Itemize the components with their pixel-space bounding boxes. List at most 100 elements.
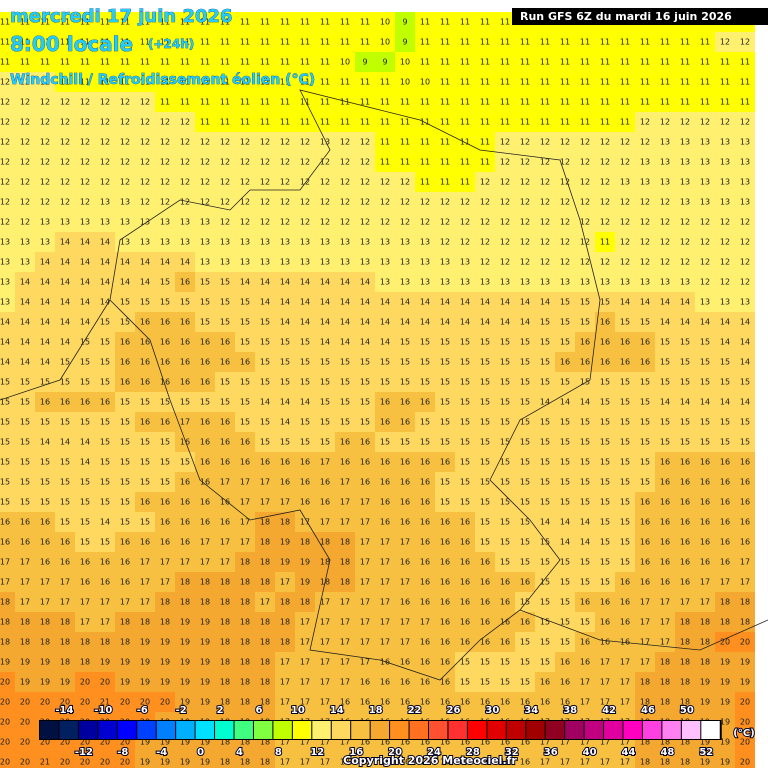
cell-value: 15 bbox=[520, 338, 530, 347]
legend-label: 34 bbox=[524, 705, 538, 716]
cell-value: 12 bbox=[480, 238, 490, 247]
cell-value: 12 bbox=[240, 158, 250, 167]
cell-fill bbox=[255, 172, 275, 192]
cell-value: 16 bbox=[400, 558, 410, 567]
cell-value: 12 bbox=[740, 278, 750, 287]
cell-value: 16 bbox=[180, 378, 190, 387]
cell-fill bbox=[435, 52, 455, 72]
cell-value: 12 bbox=[220, 218, 230, 227]
cell-fill bbox=[515, 212, 535, 232]
cell-fill bbox=[15, 412, 35, 432]
cell-value: 15 bbox=[480, 678, 490, 687]
cell-value: 14 bbox=[40, 318, 50, 327]
cell-fill bbox=[315, 532, 335, 552]
cell-value: 12 bbox=[240, 138, 250, 147]
cell-value: 18 bbox=[220, 618, 230, 627]
cell-value: 14 bbox=[680, 318, 690, 327]
legend-label: 12 bbox=[310, 747, 324, 758]
cell-value: 17 bbox=[120, 598, 130, 607]
cell-fill bbox=[155, 312, 175, 332]
cell-fill bbox=[635, 72, 655, 92]
cell-fill bbox=[0, 372, 15, 392]
cell-fill bbox=[675, 372, 695, 392]
cell-value: 17 bbox=[600, 658, 610, 667]
cell-fill bbox=[295, 252, 315, 272]
cell-fill bbox=[635, 252, 655, 272]
cell-fill bbox=[95, 72, 115, 92]
cell-value: 15 bbox=[660, 338, 670, 347]
cell-fill bbox=[515, 472, 535, 492]
cell-value: 16 bbox=[480, 598, 490, 607]
cell-value: 15 bbox=[40, 418, 50, 427]
cell-value: 14 bbox=[280, 398, 290, 407]
cell-value: 15 bbox=[500, 478, 510, 487]
cell-fill bbox=[475, 512, 495, 532]
cell-value: 16 bbox=[420, 458, 430, 467]
cell-fill bbox=[315, 392, 335, 412]
cell-fill bbox=[655, 152, 675, 172]
cell-value: 11 bbox=[340, 38, 350, 47]
cell-value: 11 bbox=[260, 58, 270, 67]
cell-value: 16 bbox=[500, 598, 510, 607]
cell-fill bbox=[295, 92, 315, 112]
cell-value: 16 bbox=[580, 338, 590, 347]
cell-fill bbox=[615, 92, 635, 112]
cell-value: 19 bbox=[60, 678, 70, 687]
cell-value: 12 bbox=[580, 258, 590, 267]
cell-value: 16 bbox=[80, 578, 90, 587]
cell-fill bbox=[415, 12, 435, 32]
cell-fill bbox=[355, 232, 375, 252]
cell-fill bbox=[175, 52, 195, 72]
cell-value: 15 bbox=[500, 538, 510, 547]
cell-value: 14 bbox=[380, 338, 390, 347]
cell-fill bbox=[515, 492, 535, 512]
cell-fill bbox=[695, 52, 715, 72]
cell-fill bbox=[235, 352, 255, 372]
cell-fill bbox=[215, 332, 235, 352]
cell-fill bbox=[635, 152, 655, 172]
cell-value: 16 bbox=[280, 458, 290, 467]
cell-value: 17 bbox=[40, 598, 50, 607]
cell-fill bbox=[575, 232, 595, 252]
cell-fill bbox=[75, 212, 95, 232]
cell-value: 14 bbox=[80, 438, 90, 447]
cell-fill bbox=[275, 292, 295, 312]
cell-fill bbox=[595, 512, 615, 532]
cell-value: 15 bbox=[600, 478, 610, 487]
cell-fill bbox=[35, 352, 55, 372]
cell-value: 17 bbox=[60, 578, 70, 587]
cell-value: 16 bbox=[640, 538, 650, 547]
cell-value: 16 bbox=[400, 518, 410, 527]
cell-fill bbox=[55, 192, 75, 212]
cell-value: 11 bbox=[440, 18, 450, 27]
cell-fill bbox=[615, 372, 635, 392]
cell-fill bbox=[55, 532, 75, 552]
cell-value: 12 bbox=[20, 218, 30, 227]
legend-swatch bbox=[390, 721, 409, 739]
cell-value: 12 bbox=[60, 138, 70, 147]
cell-value: 11 bbox=[320, 58, 330, 67]
cell-value: 16 bbox=[220, 518, 230, 527]
cell-fill bbox=[615, 352, 635, 372]
cell-fill bbox=[415, 32, 435, 52]
cell-value: 17 bbox=[160, 558, 170, 567]
cell-value: 17 bbox=[320, 518, 330, 527]
cell-fill bbox=[15, 192, 35, 212]
cell-value: 15 bbox=[480, 458, 490, 467]
cell-fill bbox=[615, 292, 635, 312]
cell-value: 16 bbox=[220, 498, 230, 507]
cell-fill bbox=[515, 412, 535, 432]
cell-fill bbox=[155, 412, 175, 432]
legend-swatch bbox=[273, 721, 292, 739]
cell-value: 13 bbox=[360, 238, 370, 247]
cell-fill bbox=[75, 512, 95, 532]
cell-value: 15 bbox=[280, 358, 290, 367]
cell-fill bbox=[335, 112, 355, 132]
legend-swatch bbox=[59, 721, 78, 739]
cell-value: 13 bbox=[700, 158, 710, 167]
cell-value: 17 bbox=[260, 498, 270, 507]
cell-fill bbox=[175, 452, 195, 472]
cell-value: 16 bbox=[640, 358, 650, 367]
cell-value: 15 bbox=[440, 338, 450, 347]
cell-value: 14 bbox=[640, 298, 650, 307]
